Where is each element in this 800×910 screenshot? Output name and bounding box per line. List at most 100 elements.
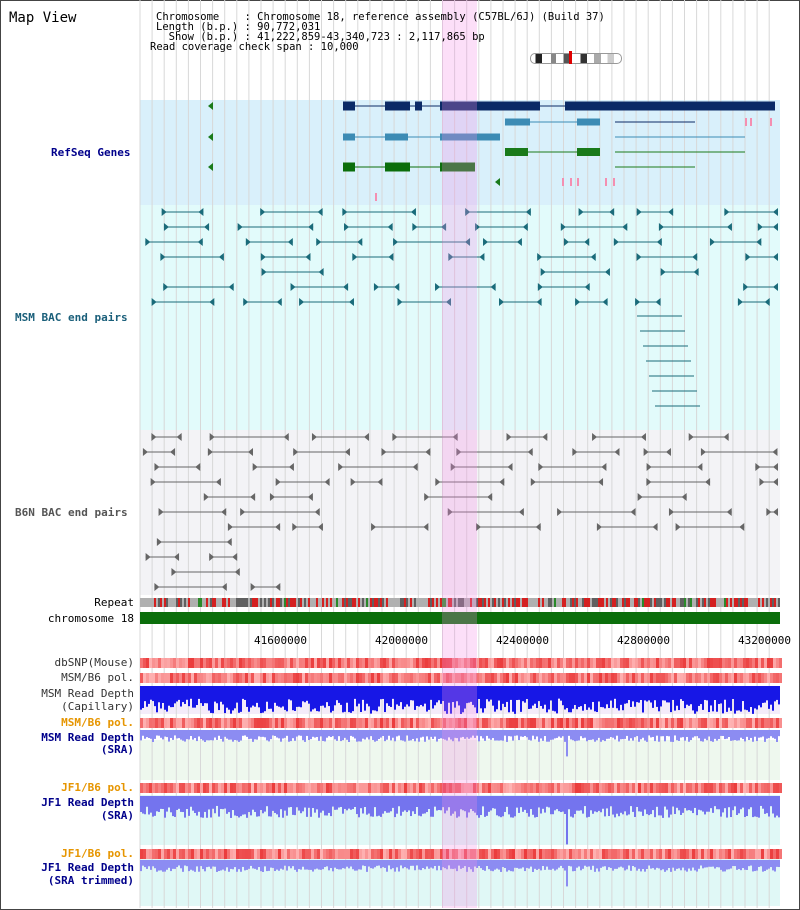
polymorphism-cell bbox=[533, 658, 536, 668]
read-depth-bar bbox=[412, 686, 414, 701]
read-depth-bar bbox=[454, 860, 456, 869]
polymorphism-cell bbox=[641, 673, 644, 683]
polymorphism-cell bbox=[515, 849, 518, 859]
read-depth-bar bbox=[728, 796, 730, 808]
read-depth-bar bbox=[618, 796, 620, 817]
read-depth-bar bbox=[730, 796, 732, 818]
bac-end-marker bbox=[668, 508, 674, 516]
polymorphism-cell bbox=[716, 849, 719, 859]
chromosome-ideogram[interactable] bbox=[530, 53, 622, 64]
repeat-bar bbox=[730, 598, 732, 607]
read-depth-bar bbox=[402, 796, 404, 812]
polymorphism-cell bbox=[707, 849, 710, 859]
read-depth-bar bbox=[188, 730, 190, 740]
read-depth-bar bbox=[212, 796, 214, 809]
read-depth-bar bbox=[584, 860, 586, 866]
polymorphism-cell bbox=[710, 658, 713, 668]
read-depth-bar bbox=[508, 730, 510, 737]
polymorphism-cell bbox=[416, 718, 419, 728]
polymorphism-cell bbox=[569, 673, 572, 683]
read-depth-bar bbox=[678, 730, 680, 741]
read-depth-bar bbox=[346, 860, 348, 867]
read-depth-bar bbox=[752, 860, 754, 872]
read-depth-bar bbox=[520, 686, 522, 712]
bac-end-marker bbox=[435, 478, 441, 486]
read-depth-bar bbox=[510, 730, 512, 737]
read-depth-bar bbox=[378, 686, 380, 707]
bac-end-marker bbox=[483, 238, 489, 246]
read-depth-bar bbox=[204, 860, 206, 872]
polymorphism-cell bbox=[728, 673, 731, 683]
read-depth-bar bbox=[774, 686, 776, 702]
read-depth-bar bbox=[752, 730, 754, 742]
read-depth-bar bbox=[242, 730, 244, 736]
read-depth-bar bbox=[348, 796, 350, 809]
polymorphism-cell bbox=[716, 673, 719, 683]
polymorphism-cell bbox=[527, 658, 530, 668]
read-depth-bar bbox=[596, 796, 598, 813]
polymorphism-cell bbox=[533, 849, 536, 859]
read-depth-bar bbox=[688, 730, 690, 742]
read-depth-bar bbox=[520, 796, 522, 808]
read-depth-bar bbox=[252, 730, 254, 742]
msm-b6-pol-label: MSM/B6 pol. bbox=[61, 671, 134, 684]
polymorphism-cell bbox=[560, 718, 563, 728]
repeat-bar bbox=[170, 598, 172, 607]
gene-exon bbox=[440, 133, 500, 141]
polymorphism-cell bbox=[716, 718, 719, 728]
polymorphism-cell bbox=[566, 658, 569, 668]
polymorphism-cell bbox=[179, 673, 182, 683]
read-depth-bar bbox=[350, 730, 352, 736]
read-depth-bar bbox=[704, 860, 706, 868]
repeat-bar bbox=[516, 598, 518, 607]
read-depth-bar bbox=[156, 796, 158, 812]
repeat-bar bbox=[164, 598, 166, 607]
read-depth-bar bbox=[250, 860, 252, 866]
polymorphism-cell bbox=[164, 849, 167, 859]
polymorphism-cell bbox=[569, 783, 572, 793]
read-depth-bar bbox=[434, 796, 436, 807]
read-depth-bar bbox=[672, 860, 674, 868]
bac-end-marker bbox=[646, 478, 652, 486]
polymorphism-cell bbox=[317, 849, 320, 859]
read-depth-bar bbox=[176, 796, 178, 810]
read-depth-bar bbox=[500, 730, 502, 741]
read-depth-bar bbox=[490, 686, 492, 700]
polymorphism-cell bbox=[740, 673, 743, 683]
polymorphism-cell bbox=[224, 849, 227, 859]
read-depth-bar bbox=[278, 796, 280, 818]
polymorphism-cell bbox=[653, 658, 656, 668]
bac-end-marker bbox=[476, 523, 482, 531]
polymorphism-cell bbox=[602, 849, 605, 859]
read-depth-bar bbox=[638, 796, 640, 812]
read-depth-bar bbox=[372, 730, 374, 741]
polymorphism-cell bbox=[233, 849, 236, 859]
read-depth-bar bbox=[670, 686, 672, 713]
ideogram-position-marker bbox=[569, 51, 572, 64]
read-depth-bar bbox=[302, 686, 304, 702]
read-depth-bar bbox=[370, 860, 372, 869]
read-depth-bar bbox=[730, 860, 732, 869]
repeat-bar bbox=[578, 598, 580, 607]
repeat-bar bbox=[314, 598, 316, 607]
read-depth-bar bbox=[724, 796, 726, 809]
read-depth-bar bbox=[248, 730, 250, 739]
polymorphism-cell bbox=[341, 658, 344, 668]
polymorphism-cell bbox=[302, 849, 305, 859]
read-depth-bar bbox=[558, 730, 560, 737]
repeat-bar bbox=[216, 598, 218, 607]
repeat-bar bbox=[506, 598, 508, 607]
polymorphism-cell bbox=[245, 718, 248, 728]
bac-end-marker bbox=[228, 283, 234, 291]
read-depth-bar bbox=[714, 730, 716, 739]
bac-end-marker bbox=[269, 493, 275, 501]
polymorphism-cell bbox=[752, 718, 755, 728]
read-depth-bar bbox=[664, 730, 666, 742]
read-depth-bar bbox=[228, 796, 230, 813]
read-depth-bar bbox=[550, 730, 552, 740]
polymorphism-cell bbox=[344, 849, 347, 859]
repeat-bar bbox=[530, 598, 532, 607]
polymorphism-cell bbox=[644, 783, 647, 793]
read-depth-bar bbox=[214, 686, 216, 702]
